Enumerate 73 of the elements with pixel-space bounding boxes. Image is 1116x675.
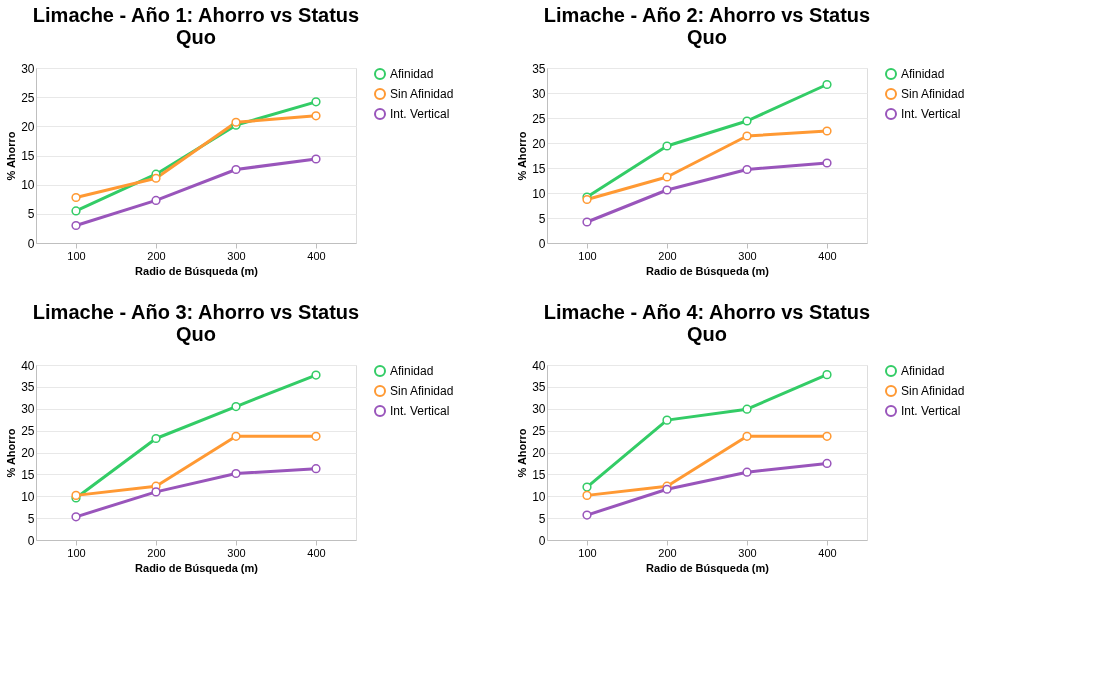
x-tick-label: 200 (147, 546, 166, 559)
x-tick-label: 400 (307, 546, 326, 559)
y-tick-label: 10 (21, 178, 35, 193)
x-tick-label: 200 (658, 546, 677, 559)
y-tick-label: 5 (538, 211, 546, 226)
x-tick-label: 300 (738, 249, 757, 262)
x-axis-title: Radio de Búsqueda (m) (646, 561, 770, 574)
y-tick-label: 35 (532, 380, 546, 395)
y-tick-label: 10 (532, 489, 546, 504)
y-tick-label: 20 (21, 446, 35, 460)
x-tick-label: 300 (738, 546, 757, 559)
y-tick-label: 30 (21, 61, 35, 76)
x-tick-label: 300 (227, 249, 246, 262)
y-tick-label: 35 (532, 61, 546, 76)
x-tick-label: 400 (818, 546, 837, 559)
y-axis-title: % Ahorro (516, 428, 529, 478)
legend-label: Sin Afinidad (901, 384, 965, 398)
legend-label: Afinidad (901, 67, 945, 81)
legend-label: Int. Vertical (901, 107, 961, 121)
x-tick-label: 200 (147, 249, 166, 262)
x-tick-label: 100 (67, 546, 86, 559)
legend-label: Sin Afinidad (390, 87, 454, 101)
chart-title: Limache - Año 1: Ahorro vs Status Quo (32, 4, 360, 48)
y-tick-label: 20 (532, 136, 546, 151)
x-axis-title: Radio de Búsqueda (m) (646, 264, 770, 277)
x-tick-label: 100 (578, 546, 597, 559)
chart-title: Limache - Año 2: Ahorro vs Status Quo (543, 4, 871, 48)
x-tick-label: 200 (658, 249, 677, 262)
legend-label: Int. Vertical (390, 404, 450, 418)
y-tick-label: 25 (21, 424, 35, 439)
y-tick-label: 5 (538, 511, 546, 526)
y-tick-label: 0 (27, 533, 35, 548)
y-tick-label: 15 (532, 161, 546, 176)
y-axis-title: % Ahorro (516, 131, 529, 181)
y-tick-label: 5 (27, 511, 35, 526)
x-tick-label: 300 (227, 546, 246, 559)
legend-label: Int. Vertical (901, 404, 961, 418)
y-tick-label: 30 (532, 86, 546, 101)
y-tick-label: 0 (27, 236, 35, 251)
y-tick-label: 10 (532, 186, 546, 201)
x-tick-label: 100 (578, 249, 597, 262)
x-axis-title: Radio de Búsqueda (m) (135, 561, 259, 574)
y-tick-label: 5 (27, 207, 35, 222)
y-tick-label: 30 (21, 402, 35, 417)
y-tick-label: 25 (21, 90, 35, 105)
y-tick-label: 20 (532, 446, 546, 460)
y-tick-label: 25 (532, 111, 546, 126)
y-axis-title: % Ahorro (5, 428, 18, 478)
y-tick-label: 20 (21, 119, 35, 134)
x-tick-label: 400 (818, 249, 837, 262)
y-tick-label: 40 (532, 358, 546, 373)
legend-label: Afinidad (390, 67, 434, 81)
y-tick-label: 25 (532, 424, 546, 439)
y-tick-label: 30 (532, 402, 546, 417)
chart-title: Limache - Año 3: Ahorro vs Status Quo (32, 301, 360, 345)
x-tick-label: 400 (307, 249, 326, 262)
y-tick-label: 15 (21, 467, 35, 482)
legend-label: Int. Vertical (390, 107, 450, 121)
x-axis-title: Radio de Búsqueda (m) (135, 264, 259, 277)
y-tick-label: 15 (21, 149, 35, 163)
chart-title: Limache - Año 4: Ahorro vs Status Quo (543, 301, 871, 345)
legend-label: Afinidad (901, 364, 945, 378)
y-tick-label: 0 (538, 236, 546, 251)
x-tick-label: 100 (67, 249, 86, 262)
y-tick-label: 10 (21, 489, 35, 504)
legend-label: Sin Afinidad (901, 87, 965, 101)
y-tick-label: 0 (538, 533, 546, 548)
y-tick-label: 40 (21, 358, 35, 373)
y-axis-title: % Ahorro (5, 131, 18, 181)
legend-label: Sin Afinidad (390, 384, 454, 398)
y-tick-label: 15 (532, 467, 546, 482)
y-tick-label: 35 (21, 380, 35, 395)
legend-label: Afinidad (390, 364, 434, 378)
